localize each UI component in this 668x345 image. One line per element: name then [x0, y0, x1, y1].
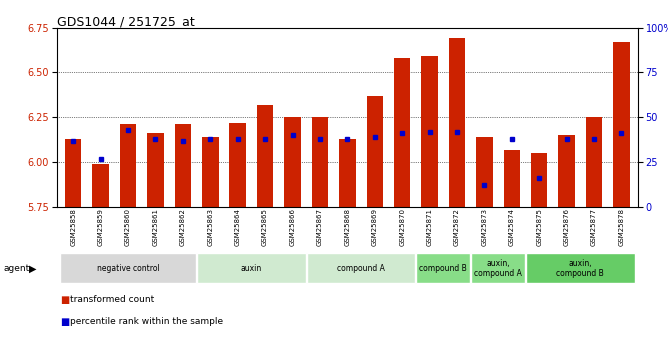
Text: negative control: negative control — [97, 264, 160, 273]
Bar — [367, 96, 383, 207]
Bar — [422, 56, 438, 207]
Bar — [202, 137, 218, 207]
Text: compound A: compound A — [337, 264, 385, 273]
Bar — [230, 123, 246, 207]
Bar — [120, 125, 136, 207]
Text: ■: ■ — [60, 295, 69, 305]
FancyBboxPatch shape — [416, 254, 470, 283]
Text: ■: ■ — [60, 317, 69, 327]
Text: transformed count: transformed count — [70, 295, 154, 304]
Text: auxin,
compound A: auxin, compound A — [474, 258, 522, 278]
Bar — [312, 117, 328, 207]
Bar — [257, 105, 273, 207]
Bar — [394, 58, 410, 207]
Bar — [558, 135, 575, 207]
FancyBboxPatch shape — [307, 254, 415, 283]
Bar — [92, 164, 109, 207]
Bar — [174, 125, 191, 207]
Bar — [449, 38, 465, 207]
Bar — [531, 153, 548, 207]
Text: compound B: compound B — [420, 264, 467, 273]
Bar — [613, 42, 630, 207]
Bar — [586, 117, 603, 207]
Text: ▶: ▶ — [29, 264, 36, 273]
FancyBboxPatch shape — [526, 254, 635, 283]
Bar — [65, 139, 81, 207]
Text: auxin: auxin — [240, 264, 262, 273]
Bar — [339, 139, 355, 207]
FancyBboxPatch shape — [197, 254, 306, 283]
Text: auxin,
compound B: auxin, compound B — [556, 258, 605, 278]
FancyBboxPatch shape — [471, 254, 525, 283]
Bar — [476, 137, 493, 207]
Bar — [147, 134, 164, 207]
Text: GDS1044 / 251725_at: GDS1044 / 251725_at — [57, 16, 194, 29]
Bar — [504, 150, 520, 207]
Bar — [285, 117, 301, 207]
Text: percentile rank within the sample: percentile rank within the sample — [70, 317, 223, 326]
Text: agent: agent — [3, 264, 29, 273]
FancyBboxPatch shape — [60, 254, 196, 283]
